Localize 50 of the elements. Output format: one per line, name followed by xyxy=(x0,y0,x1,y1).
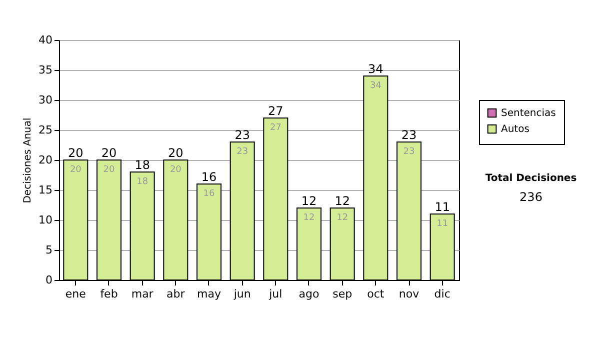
total-label: 34 xyxy=(368,62,384,76)
x-tick-label: ago xyxy=(298,288,320,300)
x-tick-label: ene xyxy=(65,288,86,300)
data-label: 16 xyxy=(203,189,215,199)
data-label: 11 xyxy=(436,219,448,229)
text: Total Decisiones xyxy=(485,173,577,184)
y-axis-title: Decisiones Anual xyxy=(22,118,34,204)
data-label: 20 xyxy=(103,165,115,175)
total-label: 27 xyxy=(268,104,284,118)
x-tick-label: abr xyxy=(166,288,186,300)
data-label: 18 xyxy=(136,177,148,187)
legend-label: Autos xyxy=(501,124,530,135)
total-label: 20 xyxy=(101,146,117,160)
data-label: 23 xyxy=(236,147,248,157)
total-label: 12 xyxy=(301,194,317,208)
x-tick-label: nov xyxy=(398,288,420,300)
x-tick-label: dic xyxy=(434,288,450,300)
x-tick-label: jun xyxy=(232,288,251,300)
data-label: 12 xyxy=(303,213,315,223)
legend-label: Sentencias xyxy=(501,108,556,119)
x-tick-label: mar xyxy=(131,288,154,300)
text: 236 xyxy=(520,190,542,204)
x-tick-label: sep xyxy=(332,288,352,300)
y-tick-label: 35 xyxy=(38,64,52,76)
y-tick-label: 5 xyxy=(46,244,52,256)
y-tick-label: 25 xyxy=(38,124,52,136)
y-tick-label: 0 xyxy=(46,274,52,286)
x-tick-label: may xyxy=(197,288,222,300)
data-label: 34 xyxy=(370,81,382,91)
total-label: 23 xyxy=(234,128,250,142)
data-label: 27 xyxy=(270,123,282,133)
total-label: 20 xyxy=(68,146,84,160)
total-label: 18 xyxy=(134,158,150,172)
x-tick-label: oct xyxy=(367,288,385,300)
total-label: 23 xyxy=(401,128,417,142)
total-label: 20 xyxy=(168,146,184,160)
y-tick-label: 30 xyxy=(38,94,52,106)
data-label: 12 xyxy=(336,213,348,223)
data-label: 20 xyxy=(70,165,82,175)
total-label: 12 xyxy=(334,194,350,208)
total-label: 16 xyxy=(201,170,217,184)
data-label: 23 xyxy=(403,147,415,157)
y-tick-label: 15 xyxy=(38,184,52,196)
x-tick-label: feb xyxy=(100,288,118,300)
data-label: 20 xyxy=(170,165,182,175)
y-tick-label: 10 xyxy=(38,214,52,226)
x-tick-label: jul xyxy=(268,288,282,300)
total-label: 11 xyxy=(434,200,450,214)
y-tick-label: 40 xyxy=(38,34,52,46)
y-tick-label: 20 xyxy=(38,154,52,166)
